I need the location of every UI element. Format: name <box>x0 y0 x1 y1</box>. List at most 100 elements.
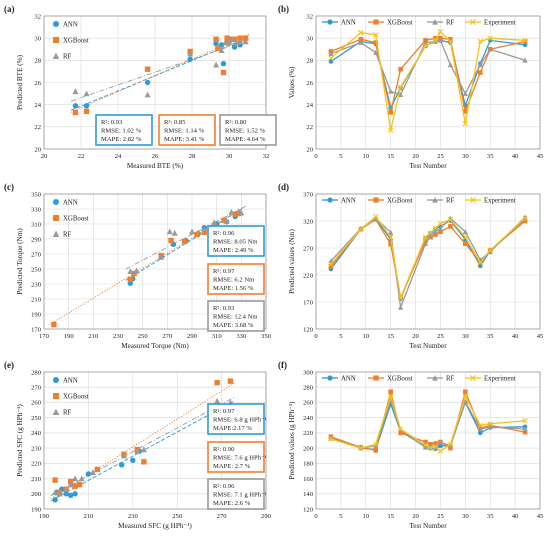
y-tick-label: 320 <box>303 218 314 225</box>
point-ann <box>67 492 74 498</box>
point-xgboost <box>242 35 249 41</box>
x-tick-label: 10 <box>362 153 369 160</box>
point-rf <box>52 489 59 495</box>
point-experiment <box>387 234 394 240</box>
panel-f: (f) 120 140 160 180 200 220 240 260 280 300 0 5 10 15 2… <box>278 360 544 530</box>
point-experiment <box>427 445 434 451</box>
point-experiment <box>358 445 364 451</box>
point-xgboost <box>448 224 453 229</box>
y-tick-label: 160 <box>303 476 314 483</box>
stat-r2: R²: 0.97 <box>213 268 235 275</box>
point-rf <box>447 62 453 68</box>
legend-marker-ann <box>327 375 333 381</box>
point-experiment <box>427 230 434 236</box>
series-line-experiment <box>330 30 526 131</box>
stats-box-frame <box>207 403 265 435</box>
stat-mape: MAPE: 2.49 % <box>213 247 254 254</box>
y-tick-label: 26 <box>34 80 41 87</box>
point-experiment <box>462 234 469 240</box>
x-tick-label: 30 <box>462 333 469 340</box>
point-experiment <box>397 294 404 301</box>
point-xgboost <box>214 379 220 386</box>
legend-marker-xgboost <box>373 375 379 381</box>
x-tick-label: 5 <box>339 513 343 520</box>
point-rf <box>328 50 334 56</box>
point-xgboost <box>83 108 90 115</box>
legend-label: Experiment <box>484 375 516 382</box>
point-rf <box>358 39 364 45</box>
stat-mape: MAPE: 2.7 % <box>213 463 251 470</box>
legend-label: XGBoost <box>387 197 413 204</box>
point-experiment <box>422 442 429 448</box>
point-experiment <box>387 393 394 400</box>
point-rf <box>140 446 147 453</box>
stat-r2: R²: 0.93 <box>101 119 123 126</box>
y-tick-label: 28 <box>34 58 41 65</box>
x-tick-label: 20 <box>412 333 419 340</box>
point-experiment <box>432 225 439 231</box>
stat-mape: MAPE: 3.68 % <box>213 322 254 329</box>
series-line-experiment <box>330 215 526 301</box>
point-xgboost <box>72 483 78 489</box>
y-tick-label: 24 <box>34 102 41 109</box>
panel-b: (b) 20 22 24 26 28 30 32 0 5 10 15 20 25 30 35 40 45 Test … <box>278 4 544 170</box>
y-axis-label: Predicted Torque (Nm) <box>16 228 24 295</box>
point-rf <box>422 39 429 45</box>
point-xgboost <box>127 276 134 283</box>
point-xgboost <box>144 66 151 72</box>
y-axis-label: Predicted values (Nm) <box>288 229 296 294</box>
x-tick-label: 30 <box>226 153 233 160</box>
legend-label: XGBoost <box>63 394 89 401</box>
y-tick-label: 230 <box>31 445 42 452</box>
y-axis-label: Predicted BTE (%) <box>16 54 24 110</box>
point-xgboost <box>358 36 364 42</box>
point-rf <box>422 444 429 450</box>
stat-r2: R²: 0.90 <box>213 446 235 453</box>
y-tick-label: 28 <box>306 58 313 65</box>
panel-label: (b) <box>278 4 289 14</box>
point-xgboost <box>388 241 393 247</box>
y-tick-label: 300 <box>303 369 314 376</box>
legend-marker-ann <box>327 19 333 25</box>
y-tick-label: 22 <box>34 124 41 131</box>
x-tick-label: 25 <box>437 153 444 160</box>
point-experiment <box>522 37 528 44</box>
point-ann <box>85 471 92 477</box>
y-tick-label: 280 <box>31 369 42 376</box>
legend-label: ANN <box>63 378 78 385</box>
legend-marker-rf <box>432 375 438 381</box>
point-xgboost <box>463 241 468 246</box>
point-ann <box>220 60 227 67</box>
point-rf <box>487 46 493 52</box>
legend-label: Experiment <box>484 19 516 26</box>
point-rf <box>229 36 236 42</box>
point-rf <box>211 219 218 226</box>
point-ann <box>477 430 483 436</box>
point-rf <box>398 304 404 310</box>
point-xgboost <box>433 232 438 237</box>
point-rf <box>422 240 429 246</box>
point-rf <box>437 225 444 231</box>
point-ann <box>119 462 125 468</box>
point-rf <box>158 253 165 260</box>
y-tick-label: 30 <box>34 35 41 42</box>
point-rf <box>72 88 79 95</box>
y-tick-label: 220 <box>303 272 314 279</box>
point-rf <box>462 229 468 235</box>
y-tick-label: 26 <box>306 80 313 87</box>
point-rf <box>171 229 178 236</box>
point-experiment <box>397 84 404 90</box>
legend-label: RF <box>63 54 72 61</box>
point-experiment <box>437 28 444 35</box>
x-axis-label: Measured Torque (Nm) <box>121 342 189 350</box>
point-xgboost <box>463 389 468 395</box>
y-tick-label: 220 <box>31 461 42 468</box>
x-tick-label: 32 <box>263 153 270 160</box>
point-xgboost <box>522 218 528 224</box>
x-tick-label: 20 <box>41 153 48 160</box>
trendline-rf <box>125 205 246 270</box>
legend: ANN XGBoost RF Experiment <box>322 375 516 382</box>
stat-rmse: RMSE: 8.05 Nm <box>213 239 258 246</box>
legend: ANN XGBoost RF <box>52 21 89 61</box>
point-experiment <box>358 226 364 232</box>
